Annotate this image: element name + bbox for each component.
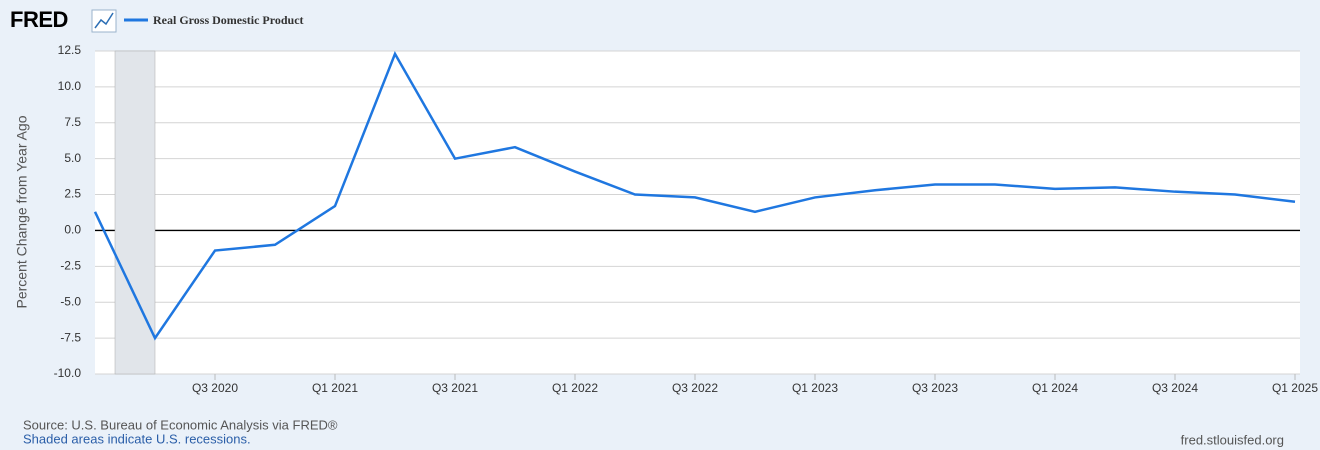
logo-icon <box>91 9 117 33</box>
y-tick-label: -7.5 <box>60 330 81 344</box>
y-tick-label: -5.0 <box>60 294 81 308</box>
x-tick-label: Q1 2023 <box>792 381 838 395</box>
site[interactable]: fred.stlouisfed.org <box>1181 432 1284 447</box>
source: Source: U.S. Bureau of Economic Analysis… <box>23 417 338 432</box>
x-tick-label: Q3 2024 <box>1152 381 1198 395</box>
x-tick-label: Q3 2021 <box>432 381 478 395</box>
x-tick-label: Q3 2022 <box>672 381 718 395</box>
y-tick-label: 0.0 <box>64 223 81 237</box>
y-axis-label: Percent Change from Year Ago <box>14 115 30 308</box>
series-line <box>93 50 1296 341</box>
recession-note[interactable]: Shaded areas indicate U.S. recessions. <box>23 431 251 446</box>
x-tick-label: Q1 2024 <box>1032 381 1078 395</box>
plot-area <box>95 51 1300 374</box>
recession-shade <box>114 50 156 375</box>
y-tick-label: 12.5 <box>58 43 82 57</box>
x-tick-label: Q3 2020 <box>192 381 238 395</box>
x-tick-label: Q3 2023 <box>912 381 958 395</box>
y-tick-label: 5.0 <box>64 151 81 165</box>
y-tick-label: -2.5 <box>60 259 81 273</box>
y-tick-label: 2.5 <box>64 187 81 201</box>
y-tick-label: 7.5 <box>64 115 81 129</box>
y-tick-label: 10.0 <box>58 79 82 93</box>
y-tick-label: -10.0 <box>54 366 82 380</box>
logo[interactable]: FRED <box>10 7 68 32</box>
x-tick-label: Q1 2022 <box>552 381 598 395</box>
x-tick-label: Q1 2021 <box>312 381 358 395</box>
legend-label: Real Gross Domestic Product <box>153 13 304 27</box>
x-tick-label: Q1 2025 <box>1272 381 1318 395</box>
